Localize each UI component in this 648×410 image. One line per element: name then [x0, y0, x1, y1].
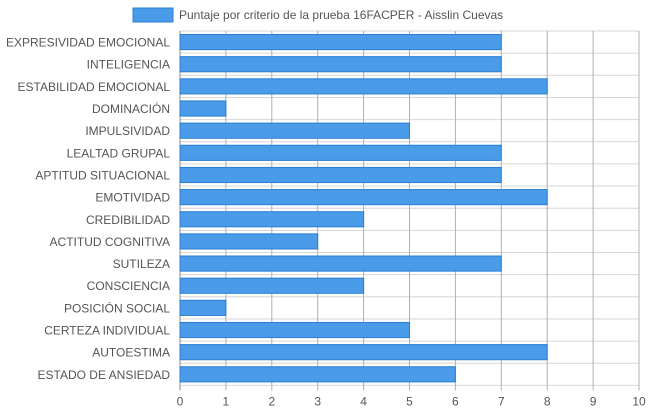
category-label: ESTABILIDAD EMOCIONAL	[18, 80, 171, 94]
bar[interactable]	[179, 34, 502, 51]
category-label: APTITUD SITUACIONAL	[35, 168, 170, 182]
bar[interactable]	[179, 299, 227, 316]
bars	[179, 34, 548, 383]
category-label: ESTADO DE ANSIEDAD	[38, 368, 171, 382]
x-tick-label: 8	[544, 394, 551, 408]
bar[interactable]	[179, 344, 548, 361]
bar[interactable]	[179, 189, 548, 206]
bar[interactable]	[179, 56, 502, 73]
bar[interactable]	[179, 166, 502, 184]
category-label: ACTITUD COGNITIVA	[50, 235, 170, 249]
category-label: EXPRESIVIDAD EMOCIONAL	[6, 36, 170, 50]
category-label: DOMINACIÓN	[92, 101, 170, 116]
category-label: EMOTIVIDAD	[95, 191, 170, 205]
x-tick-label: 4	[360, 394, 367, 408]
category-label: CREDIBILIDAD	[86, 213, 170, 227]
bar[interactable]	[179, 78, 548, 95]
x-tick-label: 10	[632, 394, 646, 408]
x-tick-label: 9	[590, 394, 597, 408]
x-tick-label: 0	[177, 394, 184, 408]
x-tick-label: 1	[223, 394, 230, 408]
bar[interactable]	[179, 366, 456, 383]
category-label: CONSCIENCIA	[87, 279, 170, 293]
x-tick-label: 3	[314, 394, 321, 408]
bar[interactable]	[179, 277, 365, 294]
bar[interactable]	[179, 122, 410, 139]
category-label: LEALTAD GRUPAL	[67, 146, 171, 160]
legend-label: Puntaje por criterio de la prueba 16FACP…	[179, 8, 503, 22]
x-tick-label: 2	[268, 394, 275, 408]
bar[interactable]	[179, 255, 502, 272]
x-tick-label: 5	[406, 394, 413, 408]
x-tick-labels: 0 1 2 3 4 5 6 7 8 9 10	[177, 394, 646, 408]
category-labels: EXPRESIVIDAD EMOCIONAL INTELIGENCIA ESTABI…	[6, 36, 170, 382]
category-label: SUTILEZA	[113, 257, 170, 271]
legend-swatch	[132, 7, 174, 23]
bar[interactable]	[179, 321, 410, 339]
category-label: AUTOESTIMA	[92, 346, 170, 360]
x-tick-label: 6	[452, 394, 459, 408]
category-label: IMPULSIVIDAD	[85, 124, 170, 138]
category-label: CERTEZA INDIVIDUAL	[44, 324, 170, 338]
bar[interactable]	[179, 211, 365, 228]
bar[interactable]	[179, 144, 502, 161]
category-label: POSICIÓN SOCIAL	[64, 300, 170, 315]
bar[interactable]	[179, 233, 319, 250]
category-label: INTELIGENCIA	[87, 58, 170, 72]
bar[interactable]	[179, 100, 227, 117]
legend[interactable]: Puntaje por criterio de la prueba 16FACP…	[132, 7, 503, 23]
x-tick-label: 7	[498, 394, 505, 408]
